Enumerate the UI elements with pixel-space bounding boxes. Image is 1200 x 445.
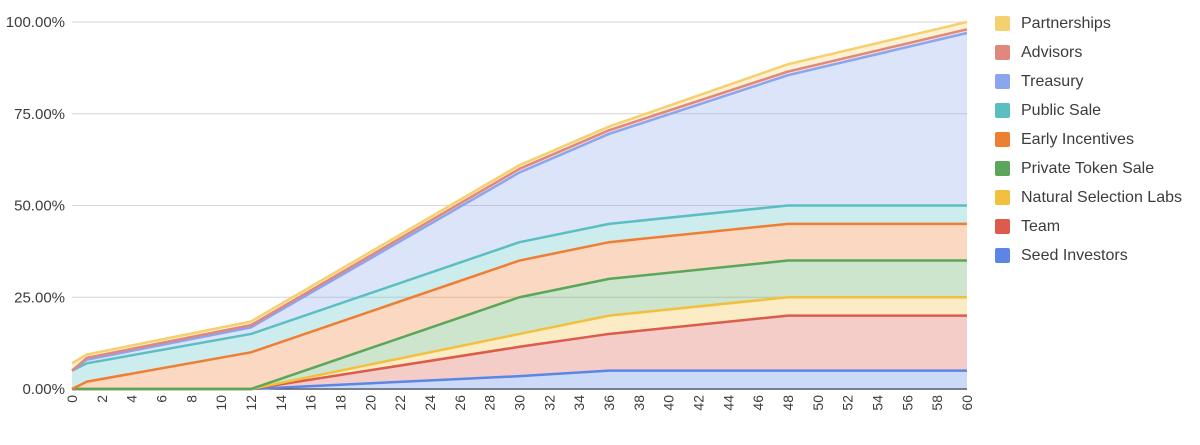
legend-item-natural-selection-labs[interactable]: Natural Selection Labs: [995, 189, 1182, 206]
x-tick-label: 32: [541, 395, 557, 411]
legend-label: Public Sale: [1021, 102, 1101, 119]
x-tick-label: 0: [64, 395, 80, 403]
lines-layer: [71, 20, 968, 391]
legend-swatch: [995, 45, 1010, 60]
legend-label: Advisors: [1021, 44, 1082, 61]
legend-label: Partnerships: [1021, 15, 1111, 32]
x-tick-label: 22: [392, 395, 408, 411]
legend-label: Natural Selection Labs: [1021, 189, 1182, 206]
y-tick-label: 100.00%: [6, 14, 65, 31]
x-tick-label: 40: [661, 395, 677, 411]
x-tick-label: 46: [750, 395, 766, 411]
x-tick-label: 44: [720, 395, 736, 411]
x-tick-label: 48: [780, 395, 796, 411]
series-line-public-sale: [71, 204, 967, 372]
x-tick-label: 10: [213, 395, 229, 411]
legend-item-partnerships[interactable]: Partnerships: [995, 15, 1111, 32]
x-tick-label: 54: [870, 395, 886, 411]
x-tick-label: 36: [601, 395, 617, 411]
legend-label: Private Token Sale: [1021, 160, 1154, 177]
legend-item-advisors[interactable]: Advisors: [995, 44, 1082, 61]
series-line-partnerships: [71, 20, 968, 365]
x-tick-label: 38: [631, 395, 647, 411]
x-tick-label: 18: [333, 395, 349, 411]
legend-swatch: [995, 161, 1010, 176]
x-tick-label: 58: [929, 395, 945, 411]
series-line-private-token-sale: [72, 259, 967, 391]
x-tick-label: 4: [124, 395, 140, 403]
x-tick-label: 56: [899, 395, 915, 411]
legend-swatch: [995, 132, 1010, 147]
y-tick-label: 50.00%: [14, 198, 65, 215]
area-private-token-sale: [72, 260, 967, 389]
legend-item-treasury[interactable]: Treasury: [995, 73, 1084, 90]
x-tick-label: 34: [571, 395, 587, 411]
y-tick-label: 75.00%: [14, 106, 65, 123]
x-tick-label: 24: [422, 395, 438, 411]
legend: Partnerships Advisors Treasury Public Sale E…: [995, 15, 1182, 264]
x-tick-label: 50: [810, 395, 826, 411]
x-tick-label: 42: [691, 395, 707, 411]
legend-swatch: [995, 248, 1010, 263]
series-line-treasury: [71, 31, 968, 372]
x-tick-label: 52: [840, 395, 856, 411]
x-tick-label: 20: [362, 395, 378, 411]
legend-item-seed-investors[interactable]: Seed Investors: [995, 247, 1128, 264]
legend-label: Team: [1021, 218, 1060, 235]
legend-item-early-incentives[interactable]: Early Incentives: [995, 131, 1134, 148]
legend-swatch: [995, 219, 1010, 234]
legend-item-private-token-sale[interactable]: Private Token Sale: [995, 160, 1154, 177]
area-early-incentives: [72, 223, 967, 389]
x-tick-label: 26: [452, 395, 468, 411]
legend-swatch: [995, 190, 1010, 205]
x-tick-label: 2: [94, 395, 110, 403]
x-tick-label: 6: [154, 395, 170, 403]
y-tick-label: 25.00%: [14, 289, 65, 306]
legend-label: Treasury: [1021, 73, 1084, 90]
y-tick-label: 0.00%: [22, 381, 65, 398]
x-tick-label: 16: [303, 395, 319, 411]
area-treasury: [72, 33, 967, 371]
x-tick-label: 60: [959, 395, 975, 411]
x-tick-label: 30: [512, 395, 528, 411]
x-tick-label: 12: [243, 395, 259, 411]
series-line-advisors: [71, 28, 968, 372]
legend-swatch: [995, 16, 1010, 31]
legend-item-team[interactable]: Team: [995, 218, 1060, 235]
x-tick-label: 14: [273, 395, 289, 411]
x-tick-label: 28: [482, 395, 498, 411]
legend-swatch: [995, 103, 1010, 118]
legend-label: Seed Investors: [1021, 247, 1128, 264]
grid-layer: [72, 21, 967, 390]
axes-layer: 0.00%25.00%50.00%75.00%100.00%0 2 4 6 8 10 12 1…: [6, 14, 975, 411]
legend-swatch: [995, 74, 1010, 89]
x-tick-label: 8: [183, 395, 199, 403]
legend-item-public-sale[interactable]: Public Sale: [995, 102, 1101, 119]
area-seed-investors: [72, 370, 967, 389]
legend-label: Early Incentives: [1021, 131, 1134, 148]
series-line-early-incentives: [71, 222, 967, 391]
